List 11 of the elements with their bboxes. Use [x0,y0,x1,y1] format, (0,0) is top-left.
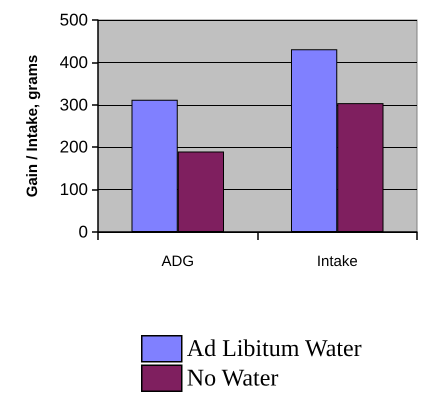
y-tick-label: 400 [60,52,88,72]
y-tick-label: 100 [60,180,88,200]
y-tick-label: 0 [78,222,88,242]
x-tick-label: ADG [161,253,194,270]
legend-label: Ad Libitum Water [186,336,362,362]
y-tick-label: 300 [60,95,88,114]
y-tick-label: 200 [60,138,88,157]
y-axis-title: Gain / Intake, grams [24,54,41,198]
legend-label: No Water [186,365,278,392]
y-tick-label: 500 [60,10,88,30]
x-tick-label: Intake [316,253,358,270]
